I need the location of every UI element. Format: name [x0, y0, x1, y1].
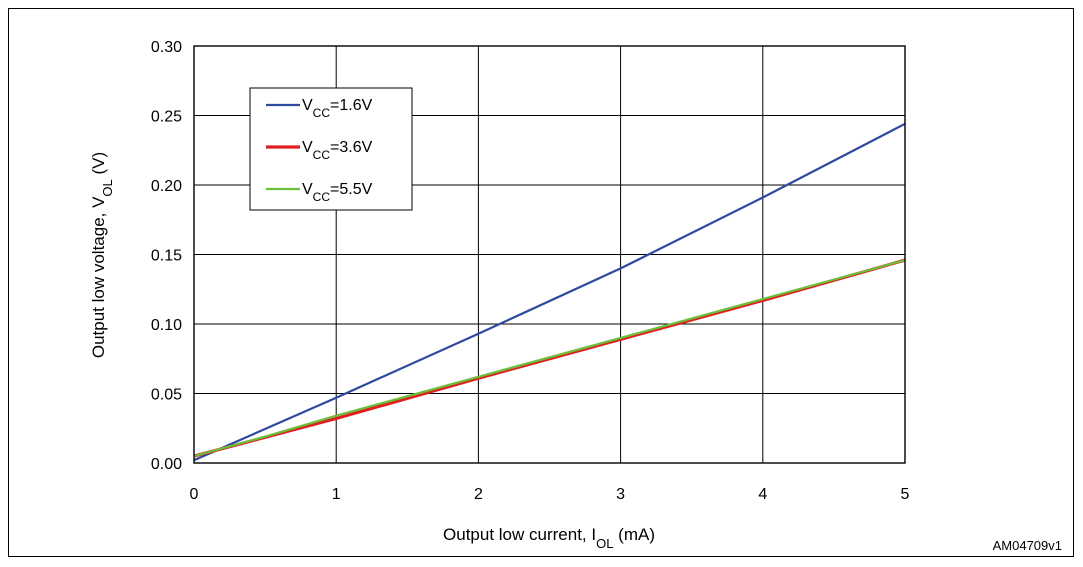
- y-tick-label: 0.25: [151, 109, 182, 126]
- x-axis-title: Output low current, IOL (mA): [443, 525, 655, 551]
- y-tick-label: 0.30: [151, 39, 182, 56]
- y-tick-label: 0.20: [151, 178, 182, 195]
- y-tick-label: 0.15: [151, 248, 182, 265]
- x-tick-label: 4: [758, 486, 767, 503]
- legend-label-3: VCC=5.5V: [302, 181, 373, 204]
- legend-label-1: VCC=1.6V: [302, 97, 373, 120]
- y-axis-title: Output low voltage, VOL (V): [89, 152, 115, 358]
- y-tick-labels: 0.00 0.05 0.10 0.15 0.20 0.25 0.30: [151, 39, 182, 473]
- y-tick-label: 0.00: [151, 456, 182, 473]
- x-tick-label: 1: [332, 486, 341, 503]
- x-tick-label: 0: [190, 486, 199, 503]
- x-tick-label: 2: [474, 486, 483, 503]
- legend: VCC=1.6V VCC=3.6V VCC=5.5V: [249, 87, 413, 211]
- legend-label-2: VCC=3.6V: [302, 139, 373, 162]
- y-tick-label: 0.10: [151, 317, 182, 334]
- series-line-1: [193, 122, 906, 462]
- legend-entries: VCC=1.6V VCC=3.6V VCC=5.5V: [266, 97, 373, 204]
- figure-id: AM04709v1: [993, 538, 1062, 553]
- x-tick-labels: 0 1 2 3 4 5: [190, 486, 910, 503]
- series-line-3: [193, 259, 906, 458]
- x-tick-label: 5: [901, 486, 910, 503]
- series-lines: [193, 122, 906, 462]
- x-tick-label: 3: [616, 486, 625, 503]
- plot-border: [193, 45, 906, 464]
- y-tick-label: 0.05: [151, 387, 182, 404]
- series-line-2: [193, 258, 906, 458]
